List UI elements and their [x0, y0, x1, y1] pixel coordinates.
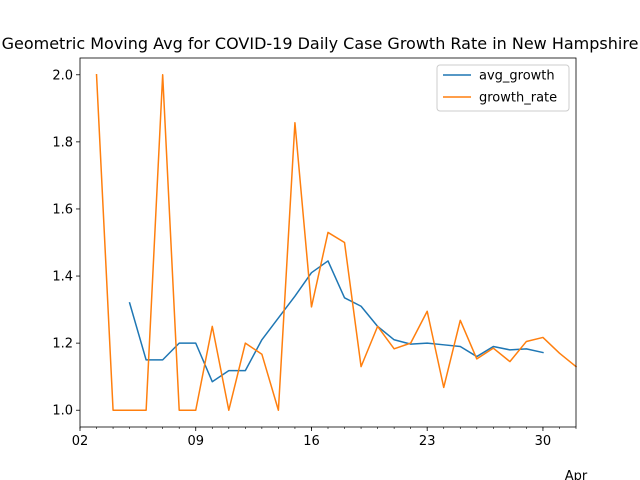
chart-title: Geometric Moving Avg for COVID-19 Daily …: [2, 34, 639, 53]
legend-label-avg_growth: avg_growth: [479, 69, 555, 84]
x-tick-label: 23: [419, 434, 436, 449]
legend-label-growth_rate: growth_rate: [479, 91, 557, 106]
y-tick-label: 1.6: [52, 202, 73, 217]
y-tick-label: 1.0: [52, 404, 73, 419]
x-tick-label: 30: [535, 434, 552, 449]
legend-box: [436, 64, 570, 112]
y-tick-label: 1.8: [52, 135, 73, 150]
series-line-growth_rate: [95, 73, 578, 411]
series-line-avg_growth: [128, 260, 544, 383]
x-tick-label: 02: [72, 434, 89, 449]
y-tick-label: 1.2: [52, 337, 73, 352]
axes-layer: 1.0 1.2 1.4 1.6 1.8 2.0 02 09 16 23 30 Apr: [52, 57, 588, 480]
x-month-label: Apr: [565, 469, 588, 480]
x-tick-label: 16: [303, 434, 320, 449]
y-tick-label: 1.4: [52, 270, 73, 285]
legend: avg_growth growth_rate: [436, 64, 570, 112]
series-layer: [95, 73, 578, 411]
x-tick-label: 09: [187, 434, 204, 449]
y-tick-label: 2.0: [52, 68, 73, 83]
